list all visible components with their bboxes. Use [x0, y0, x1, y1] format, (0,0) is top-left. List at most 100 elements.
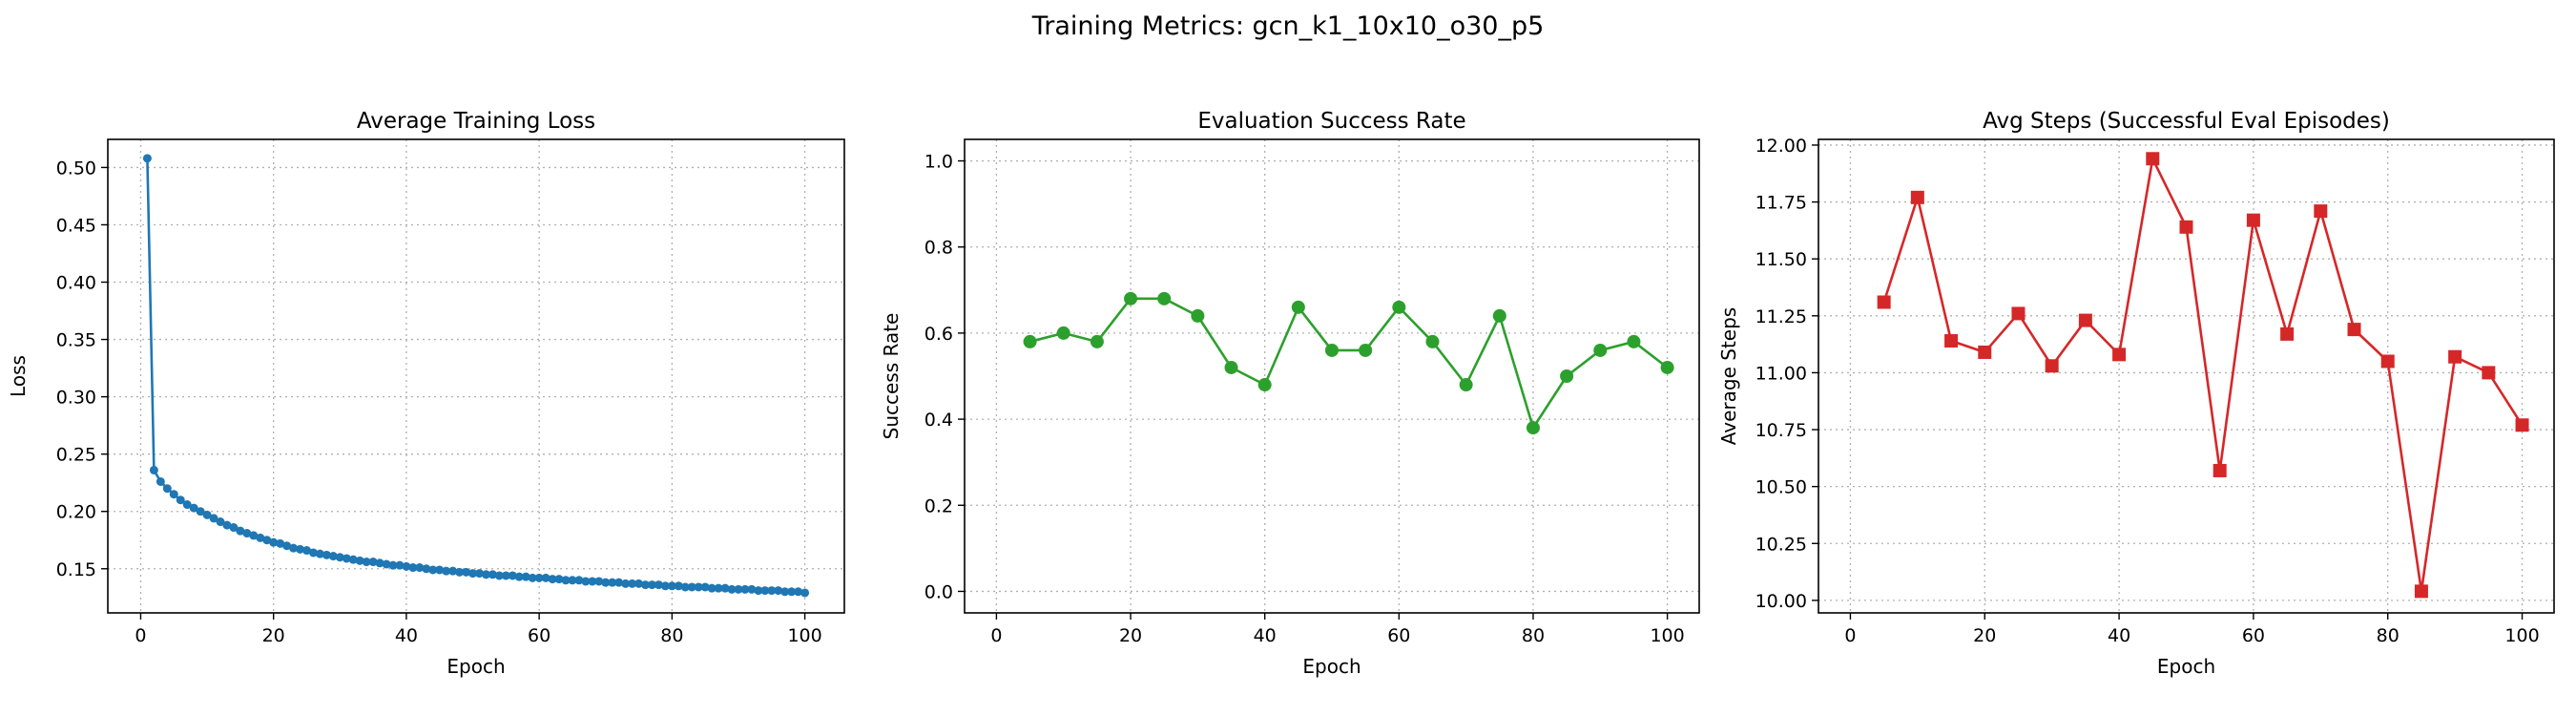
chart-0-point — [149, 465, 158, 474]
chart-1-ylabel: Success Rate — [880, 313, 903, 440]
chart-2-xlabel: Epoch — [2157, 655, 2215, 678]
chart-0-point — [422, 564, 431, 574]
chart-0-point — [521, 572, 530, 581]
chart-0-point — [282, 541, 292, 551]
chart-0-point — [402, 561, 411, 571]
chart-1-point — [1492, 308, 1506, 323]
chart-2-point — [2280, 326, 2295, 341]
chart-0-point — [687, 582, 696, 592]
chart-1-ytick-label: 1.0 — [924, 152, 953, 173]
chart-2-ytick-label: 11.75 — [1755, 193, 1807, 214]
chart-0-point — [308, 548, 318, 558]
chart-0-point — [209, 514, 218, 523]
chart-0-point — [375, 558, 384, 568]
chart-0-point — [388, 560, 398, 570]
chart-2-xtick-label: 0 — [1844, 625, 1856, 646]
chart-0-ytick-label: 0.30 — [56, 388, 96, 409]
chart-0-xtick-label: 80 — [660, 625, 683, 646]
chart-0-point — [641, 580, 651, 590]
chart-0-point — [561, 576, 571, 585]
chart-1-point — [1090, 334, 1104, 348]
chart-2-title: Avg Steps (Successful Eval Episodes) — [1983, 109, 2390, 134]
chart-2-point — [2246, 213, 2260, 227]
chart-1-point — [1627, 334, 1641, 348]
chart-0-point — [747, 584, 757, 594]
chart-0-point — [774, 586, 783, 596]
chart-0-point — [462, 567, 471, 577]
chart-2-xtick-label: 60 — [2242, 625, 2265, 646]
chart-0-point — [767, 586, 777, 596]
chart-2-ytick-label: 11.00 — [1755, 363, 1807, 384]
chart-0-point — [342, 554, 351, 563]
chart-0-point — [276, 538, 285, 548]
chart-1-point — [1191, 308, 1205, 323]
chart-0-point — [269, 537, 279, 547]
chart-0-point — [474, 569, 484, 579]
chart-0-point — [296, 544, 305, 554]
chart-1-point — [1425, 334, 1440, 348]
chart-1-ytick-label: 0.0 — [924, 581, 953, 602]
chart-1-axes-frame — [964, 138, 1700, 614]
chart-2-point — [2011, 306, 2025, 321]
chart-0-point — [554, 575, 564, 584]
chart-0-point — [714, 583, 723, 593]
chart-0-point — [787, 587, 797, 597]
chart-2-point — [1877, 295, 1891, 309]
chart-0-point — [694, 582, 703, 592]
chart-0-point — [395, 560, 405, 570]
chart-0-xtick-label: 0 — [135, 625, 146, 646]
chart-0-point — [348, 555, 358, 564]
chart-2-xtick-label: 20 — [1973, 625, 1996, 646]
figure-suptitle: Training Metrics: gcn_k1_10x10_o30_p5 — [1031, 11, 1545, 41]
chart-0-point — [301, 546, 311, 556]
chart-2-point — [1978, 345, 1992, 359]
chart-0-point — [760, 586, 770, 596]
chart-2-point — [2380, 354, 2395, 369]
chart-2-point — [2448, 349, 2462, 364]
chart-0-point — [435, 565, 445, 575]
chart-0-point — [236, 526, 245, 536]
chart-1-point — [1459, 378, 1473, 392]
chart-1-point — [1124, 291, 1138, 305]
chart-0-point — [501, 571, 510, 580]
chart-2-point — [2146, 152, 2160, 166]
chart-0-point — [481, 570, 490, 579]
chart-0-point — [488, 570, 497, 579]
chart-1-point — [1560, 369, 1574, 383]
chart-0-point — [720, 583, 730, 593]
chart-0-point — [667, 581, 676, 591]
chart-0-point — [514, 572, 524, 581]
chart-2-point — [2482, 366, 2496, 380]
chart-1-point — [1359, 343, 1373, 357]
chart-2-ytick-label: 11.50 — [1755, 249, 1807, 270]
chart-0-point — [362, 558, 371, 567]
chart-1-xtick-label: 100 — [1650, 625, 1684, 646]
chart-1-point — [1056, 326, 1070, 340]
chart-2-point — [1910, 190, 1924, 204]
chart-0-point — [508, 571, 517, 580]
chart-1-point — [1660, 360, 1674, 374]
chart-0-xtick-label: 40 — [395, 625, 418, 646]
chart-1-series-line — [1029, 297, 1669, 430]
chart-1-title: Evaluation Success Rate — [1197, 109, 1465, 134]
chart-0-point — [588, 577, 597, 586]
chart-2-point — [2347, 323, 2361, 337]
chart-1-point — [1291, 300, 1305, 314]
chart-0-xtick-label: 60 — [528, 625, 551, 646]
chart-1-xtick-label: 0 — [990, 625, 1002, 646]
chart-0-point — [189, 503, 198, 513]
chart-0-point — [608, 578, 617, 587]
panel-average-training-loss: 0 20 40 60 80 100 0.15 0.20 0.25 0.30 0.35 0.40 0.45… — [7, 109, 845, 678]
chart-0-point — [800, 588, 810, 598]
chart-0-point — [548, 575, 557, 584]
chart-0-point — [142, 154, 152, 163]
chart-0-point — [202, 510, 212, 519]
chart-2-ytick-label: 10.00 — [1755, 591, 1807, 612]
chart-0-point — [335, 553, 344, 562]
chart-2-ytick-label: 12.00 — [1755, 136, 1807, 157]
chart-2-ylabel: Average Steps — [1717, 307, 1740, 445]
chart-2-point — [2212, 463, 2227, 477]
chart-0-point — [196, 507, 205, 516]
chart-2-point — [2112, 347, 2127, 362]
